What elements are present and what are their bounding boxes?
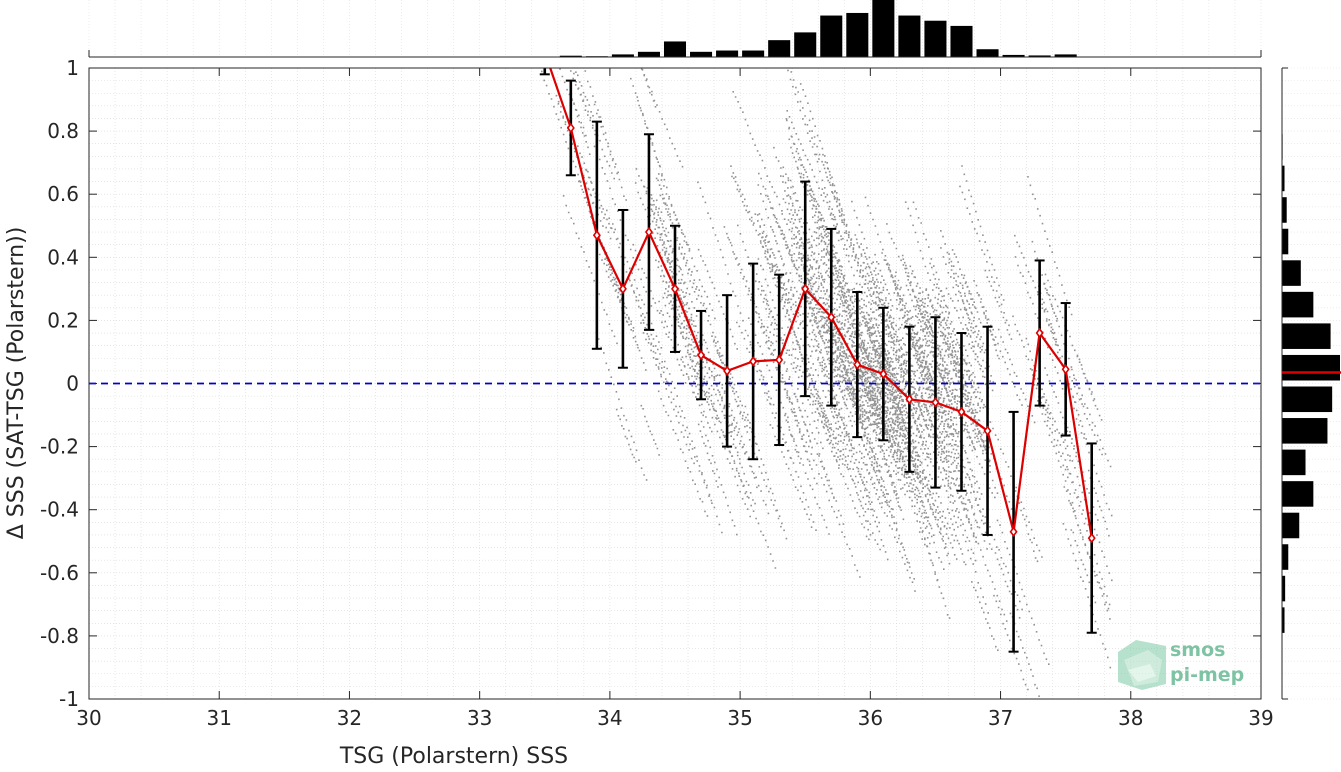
yhist-bar <box>1282 418 1327 444</box>
y-tick-label: 0 <box>66 372 79 396</box>
xhist-bar <box>924 21 946 57</box>
x-tick-label: 35 <box>727 706 752 730</box>
xhist-bar <box>794 32 816 57</box>
x-tick-label: 34 <box>597 706 622 730</box>
y-tick-label: 1 <box>66 56 79 80</box>
x-tick-label: 38 <box>1118 706 1143 730</box>
y-tick-label: -0.2 <box>40 435 79 459</box>
logo-text-smos: smos <box>1170 639 1225 661</box>
y-tick-label: 0.4 <box>47 245 79 269</box>
y-histogram <box>1282 68 1341 699</box>
xhist-bar <box>898 16 920 57</box>
x-tick-label: 36 <box>858 706 883 730</box>
yhist-bar <box>1282 197 1287 223</box>
xhist-bar <box>872 0 894 57</box>
xhist-bar <box>742 51 764 57</box>
xhist-bar <box>950 26 972 57</box>
y-tick-label: 0.6 <box>47 182 79 206</box>
y-tick-label: -0.8 <box>40 624 79 648</box>
xhist-bar <box>977 49 999 57</box>
yhist-bar <box>1282 292 1313 318</box>
yhist-bar <box>1282 513 1299 539</box>
y-tick-label: -0.4 <box>40 498 79 522</box>
y-tick-label: 0.2 <box>47 308 79 332</box>
x-tick-label: 32 <box>337 706 362 730</box>
logo-text-pimep: pi-mep <box>1170 664 1244 686</box>
x-histogram <box>89 0 1261 57</box>
yhist-bar <box>1282 229 1288 255</box>
y-tick-label: -1 <box>59 687 79 711</box>
x-tick-label: 39 <box>1248 706 1273 730</box>
yhist-bar <box>1282 260 1301 286</box>
yhist-bar <box>1282 355 1340 381</box>
yhist-bar <box>1282 387 1332 413</box>
xhist-bar <box>846 13 868 57</box>
yhist-bar <box>1282 544 1288 570</box>
yhist-bar <box>1282 481 1313 507</box>
x-tick-label: 33 <box>467 706 492 730</box>
y-tick-label: -0.6 <box>40 561 79 585</box>
xhist-bar <box>638 52 660 57</box>
x-axis-label: TSG (Polarstern) SSS <box>339 744 568 768</box>
x-tick-label: 37 <box>988 706 1013 730</box>
yhist-bar <box>1282 323 1331 349</box>
xhist-bar <box>768 40 790 57</box>
y-tick-label: 0.8 <box>47 119 79 143</box>
x-tick-label: 31 <box>206 706 231 730</box>
y-axis-label: Δ SSS (SAT-TSG (Polarstern)) <box>4 227 29 540</box>
xhist-bar <box>716 51 738 57</box>
yhist-bar <box>1282 450 1306 476</box>
xhist-bar <box>820 16 842 57</box>
xhist-bar <box>690 52 712 57</box>
logo-mark-icon <box>1118 640 1166 690</box>
figure: 30 31 32 33 34 35 36 37 38 39 1 0.8 0.6 0.4 0.2 0 -0.2 -0… <box>0 0 1341 768</box>
smos-pimep-logo: smos pi-mep <box>1118 639 1244 690</box>
x-tick-label: 30 <box>76 706 101 730</box>
xhist-bar <box>664 41 686 57</box>
chart-svg: 30 31 32 33 34 35 36 37 38 39 1 0.8 0.6 0.4 0.2 0 -0.2 -0… <box>0 0 1341 768</box>
